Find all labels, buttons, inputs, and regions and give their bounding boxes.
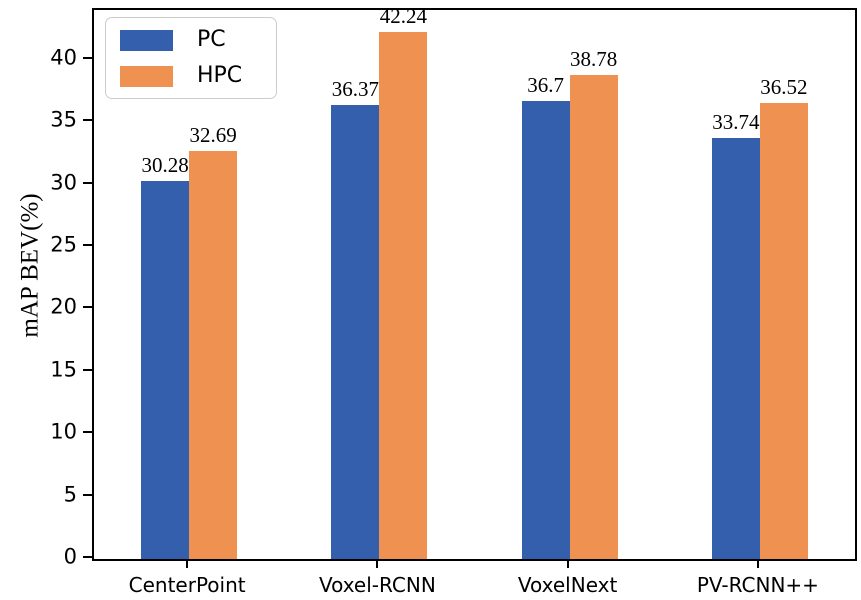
legend-item-pc: PC [120,29,262,51]
y-tick-label: 30 [50,170,77,195]
bar-pc-voxel-rcnn [331,105,380,559]
value-label: 36.7 [527,73,564,98]
plot-area: 30.28 32.69 36.37 42.24 36.7 38.78 33.74 36.52 [92,3,857,561]
x-tick-mark [756,559,759,568]
value-label: 32.69 [189,123,237,148]
x-tick-label-voxelnext: VoxelNext [517,573,618,597]
y-tick-mark [83,431,92,434]
y-tick-label: 25 [50,232,77,257]
value-label: 30.28 [141,153,189,178]
y-tick-label: 40 [50,45,77,70]
bar-hpc-voxelnext [569,75,618,559]
legend-label: HPC [197,63,243,88]
bar-hpc-pv-rcnn++ [759,103,808,559]
y-tick-mark [83,368,92,371]
value-label: 33.74 [712,110,760,135]
y-tick-mark [83,556,92,558]
bar-hpc-centerpoint [189,151,238,559]
legend-swatch-hpc [120,65,173,87]
x-tick-mark [566,559,569,568]
x-tick-label-pv-rcnn++: PV-RCNN++ [696,573,819,597]
y-tick-label: 0 [63,544,77,569]
y-tick-label: 5 [63,482,77,507]
bar-hpc-voxel-rcnn [379,31,428,559]
value-label: 36.37 [331,77,379,102]
y-tick-mark [83,244,92,247]
y-tick-mark [83,119,92,122]
legend: PC HPC [105,17,277,99]
legend-label: PC [197,27,226,52]
bar-pc-voxelnext [521,101,570,559]
x-tick-mark [186,559,189,568]
x-tick-label-centerpoint: CenterPoint [128,573,246,597]
y-tick-mark [83,306,92,309]
x-tick-mark [376,559,379,568]
x-tick-label-voxel-rcnn: Voxel-RCNN [318,573,436,597]
bar-pc-pv-rcnn++ [711,138,760,559]
y-tick-label: 35 [50,107,77,132]
y-tick-mark [83,181,92,184]
y-tick-label: 15 [50,357,77,382]
legend-item-hpc: HPC [120,65,262,87]
value-label: 42.24 [379,3,427,28]
y-tick-mark [83,56,92,59]
y-tick-label: 10 [50,419,77,444]
y-tick-mark [83,493,92,496]
legend-swatch-pc [120,29,173,51]
bar-pc-centerpoint [141,181,190,559]
y-tick-label: 20 [50,294,77,319]
value-label: 36.52 [760,75,808,100]
value-label: 38.78 [570,47,618,72]
